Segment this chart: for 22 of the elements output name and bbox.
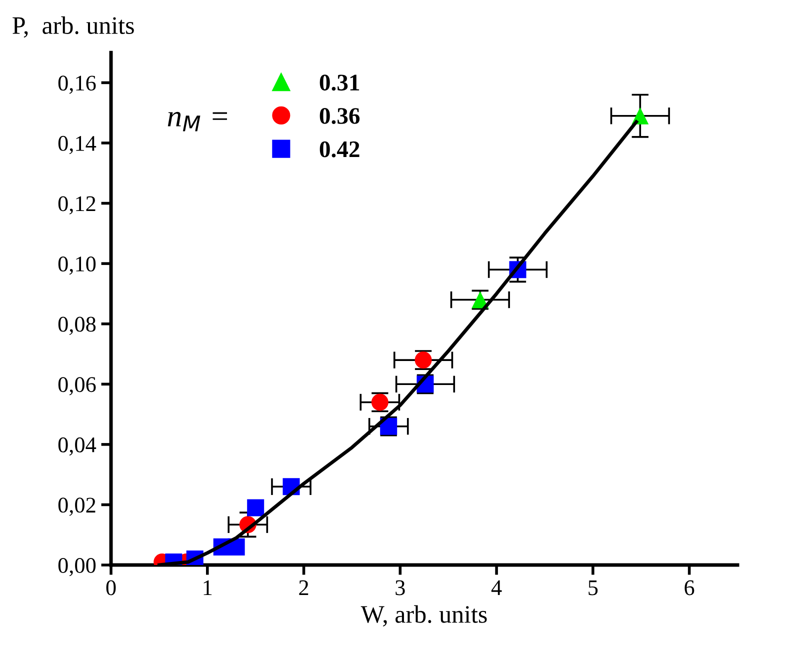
y-tick-label: 0,10 xyxy=(58,256,96,275)
y-tick-label: 0,02 xyxy=(58,498,96,516)
y-tick-label: 0,06 xyxy=(58,377,96,396)
x-tick-label: 2 xyxy=(299,580,308,596)
y-tick-label: 0,08 xyxy=(58,316,96,335)
x-tick-label: 0 xyxy=(106,580,116,596)
x-tick-label: 6 xyxy=(684,580,694,596)
x-tick-label: 3 xyxy=(396,580,405,596)
x-tick-label: 4 xyxy=(491,580,502,596)
x-axis-title: W, arb. units xyxy=(360,605,487,627)
legend-title: n$_{M}$ = xyxy=(168,112,227,132)
legend-label: 0.36 xyxy=(320,108,360,124)
x-tick-label: 1 xyxy=(204,580,212,596)
x-tick-label: 5 xyxy=(588,580,598,596)
y-tick-label: 0,12 xyxy=(58,196,96,214)
y-tick-label: 0,16 xyxy=(58,76,96,94)
y-axis-title: P, arb. units xyxy=(12,16,134,38)
y-tick-label: 0,14 xyxy=(58,136,96,154)
y-tick-label: 0,00 xyxy=(58,558,96,576)
legend-label: 0.42 xyxy=(320,141,360,158)
y-tick-label: 0,04 xyxy=(58,437,96,456)
legend-label: 0.31 xyxy=(320,74,360,91)
